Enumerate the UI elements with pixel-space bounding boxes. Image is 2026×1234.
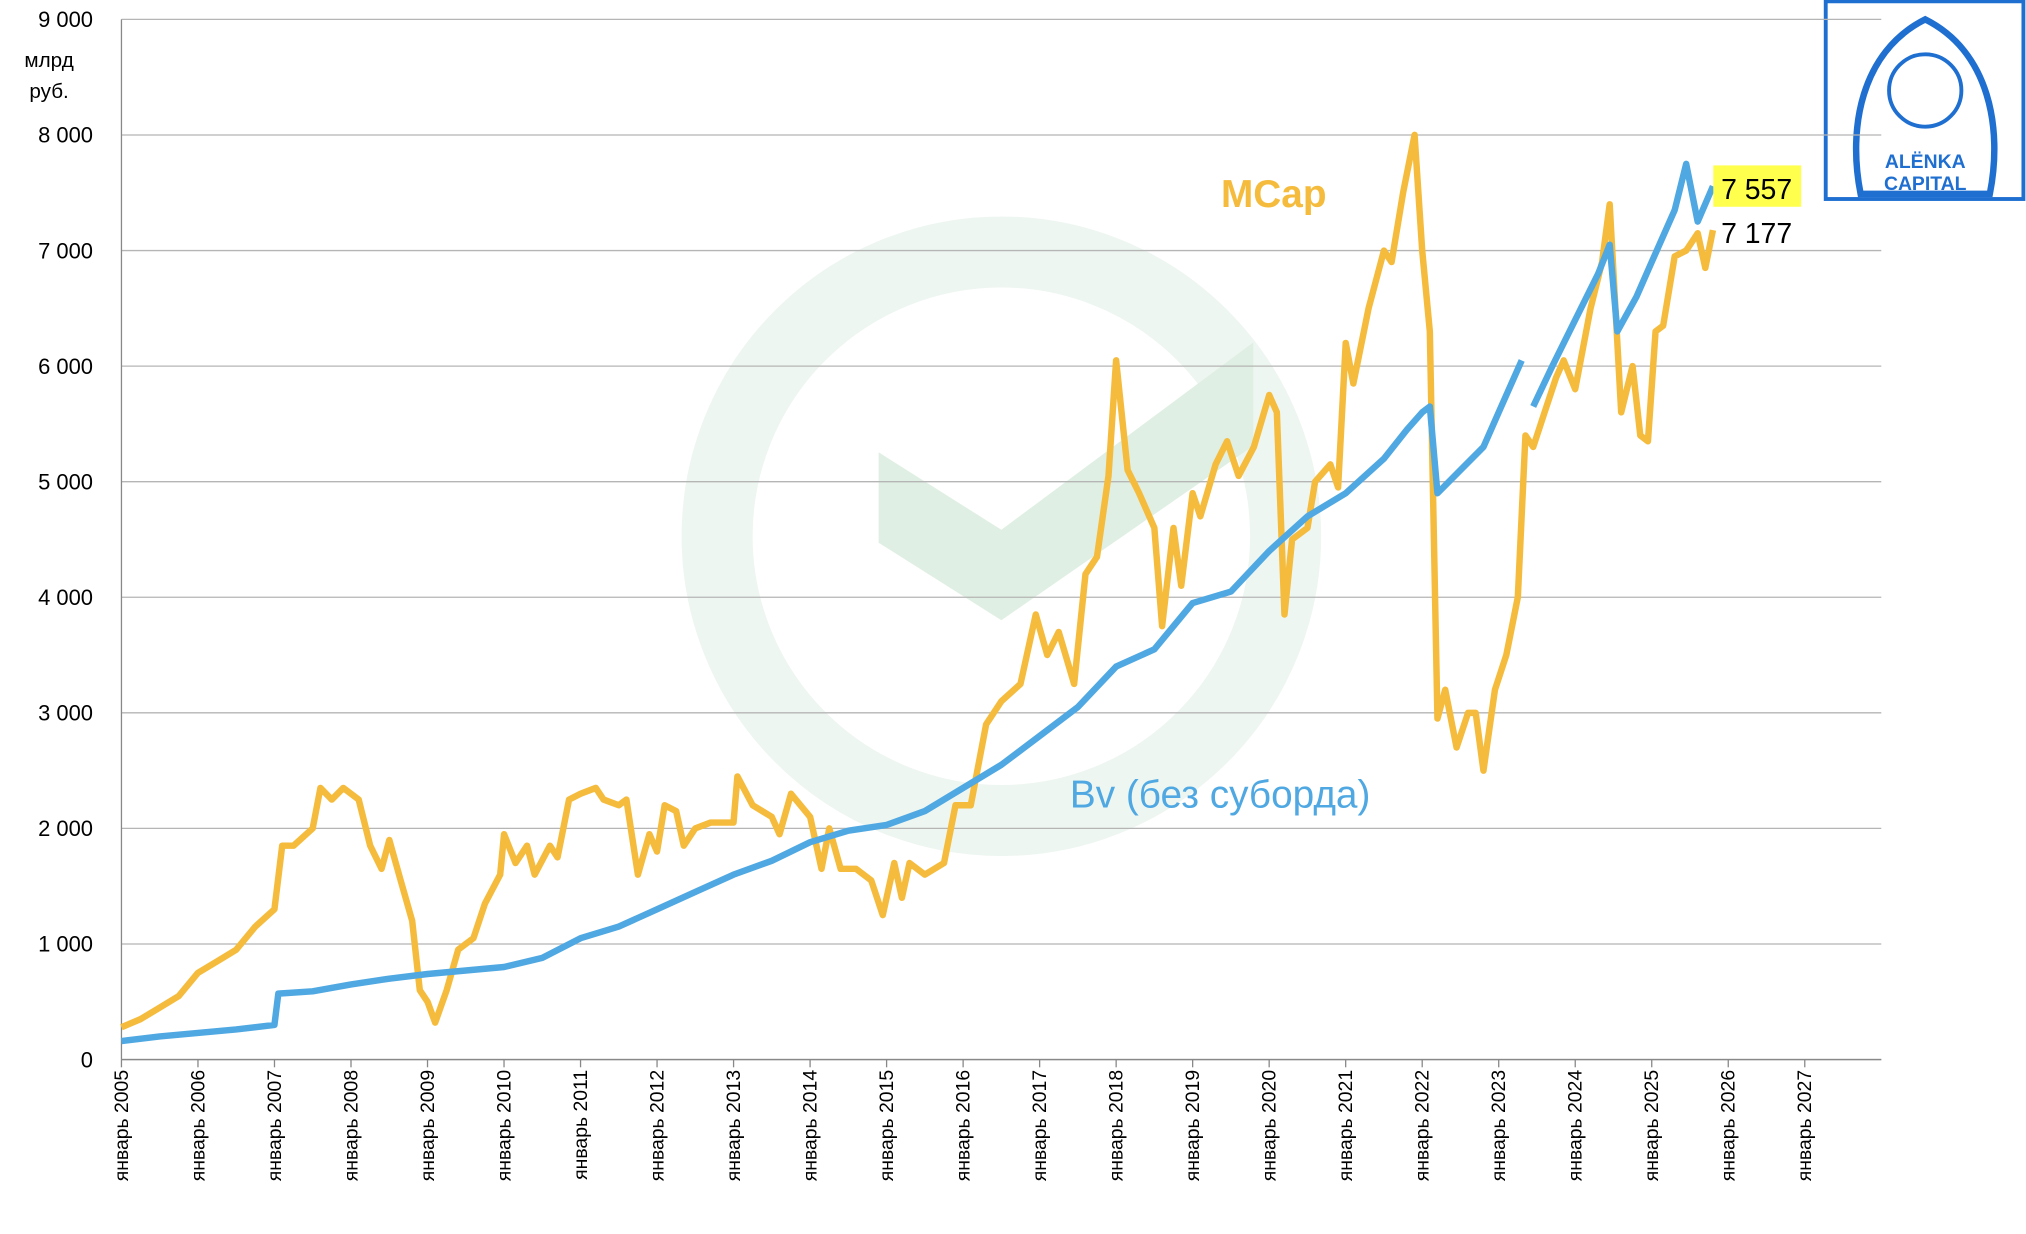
x-tick-label: январь 2027 — [1794, 1070, 1816, 1181]
y-tick-label: 6 000 — [38, 354, 93, 379]
y-tick-label: 9 000 — [38, 7, 93, 32]
series-line — [121, 359, 1525, 1045]
x-tick-label: январь 2015 — [876, 1070, 898, 1181]
x-tick-label: январь 2021 — [1335, 1070, 1357, 1181]
y-tick-label: 4 000 — [38, 585, 93, 610]
x-tick-label: январь 2005 — [111, 1070, 133, 1181]
series-label: MCap — [1221, 173, 1326, 216]
x-tick-label: январь 2018 — [1106, 1070, 1128, 1181]
y-unit: руб. — [29, 80, 68, 103]
x-tick-label: январь 2010 — [493, 1070, 515, 1182]
x-tick-label: январь 2020 — [1259, 1070, 1281, 1182]
y-tick-label: 1 000 — [38, 932, 93, 957]
x-tick-label: январь 2009 — [417, 1070, 439, 1181]
x-tick-label: январь 2012 — [647, 1070, 669, 1181]
x-tick-label: январь 2022 — [1412, 1070, 1434, 1181]
label-highlight — [1713, 165, 1802, 207]
y-tick-label: 3 000 — [38, 701, 93, 726]
logo-text: CAPITAL — [1884, 173, 1967, 195]
y-tick-label: 2 000 — [38, 816, 93, 841]
y-unit: млрд — [24, 49, 73, 72]
series-label: Bv (без суборда) — [1070, 774, 1371, 817]
x-tick-label: январь 2019 — [1182, 1070, 1204, 1181]
x-tick-label: январь 2017 — [1029, 1070, 1051, 1181]
y-tick-label: 7 000 — [38, 238, 93, 263]
watermark — [681, 216, 1322, 857]
x-tick-label: январь 2023 — [1488, 1070, 1510, 1181]
series-line — [120, 131, 1717, 1031]
end-label: 7 177 — [1721, 218, 1792, 250]
logo-text: ALËNKA — [1885, 150, 1966, 173]
y-tick-label: 0 — [81, 1047, 93, 1072]
x-tick-label: январь 2013 — [723, 1070, 745, 1181]
x-tick-label: январь 2007 — [264, 1070, 286, 1181]
x-tick-label: январь 2016 — [953, 1070, 975, 1181]
x-tick-label: январь 2025 — [1641, 1070, 1663, 1181]
end-label: 7 557 — [1721, 174, 1792, 206]
logo — [1823, 0, 2026, 201]
x-tick-label: январь 2024 — [1565, 1070, 1587, 1182]
x-tick-label: январь 2014 — [800, 1070, 822, 1182]
x-tick-label: январь 2026 — [1718, 1070, 1740, 1181]
x-tick-label: январь 2008 — [340, 1070, 362, 1181]
x-tick-label: январь 2006 — [187, 1070, 209, 1181]
series-line — [1530, 160, 1716, 408]
y-tick-label: 5 000 — [38, 469, 93, 494]
x-tick-label: январь 2011 — [570, 1070, 592, 1180]
y-tick-label: 8 000 — [38, 123, 93, 148]
